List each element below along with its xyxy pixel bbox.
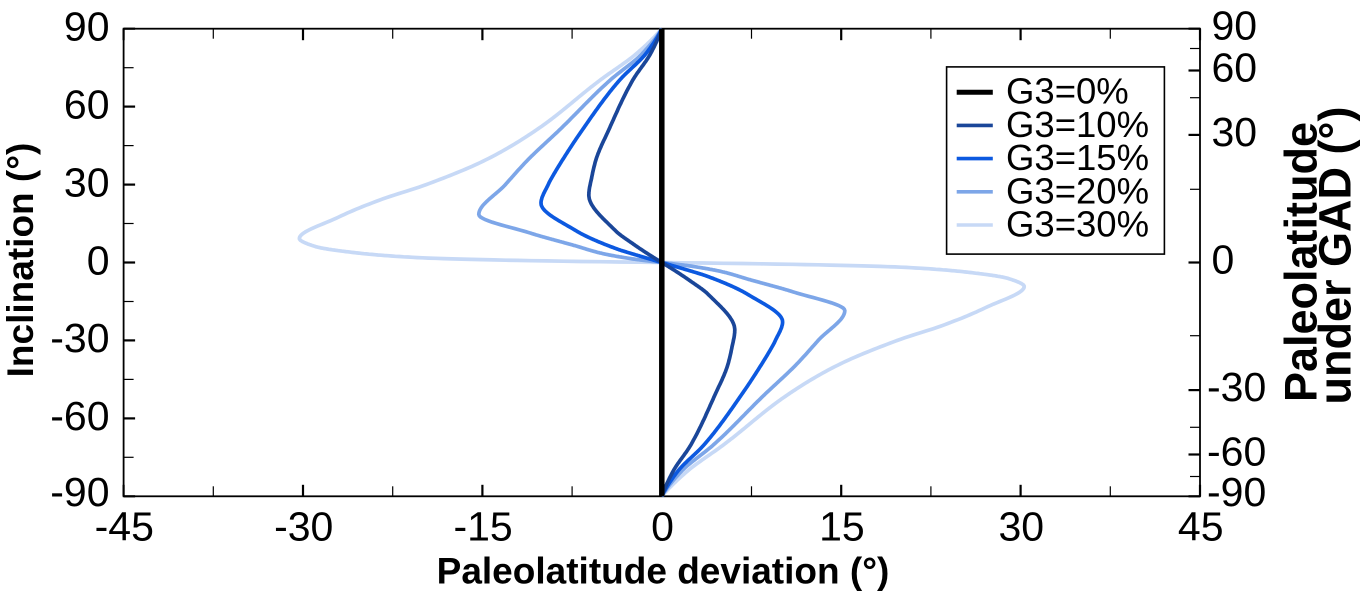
svg-text:-90: -90 bbox=[1207, 469, 1266, 515]
svg-text:30: 30 bbox=[998, 504, 1044, 550]
svg-text:G3=30%: G3=30% bbox=[1006, 204, 1149, 245]
svg-text:60: 60 bbox=[64, 81, 110, 127]
svg-text:15: 15 bbox=[819, 504, 865, 550]
svg-text:45: 45 bbox=[1178, 504, 1224, 550]
svg-text:G3=0%: G3=0% bbox=[1006, 71, 1129, 112]
svg-text:-30: -30 bbox=[274, 504, 333, 550]
svg-text:-30: -30 bbox=[50, 315, 109, 361]
svg-text:0: 0 bbox=[651, 504, 674, 550]
svg-text:G3=10%: G3=10% bbox=[1006, 104, 1149, 145]
svg-text:-30: -30 bbox=[1207, 364, 1266, 410]
svg-text:0: 0 bbox=[1212, 237, 1235, 283]
svg-text:90: 90 bbox=[1212, 3, 1258, 49]
svg-text:-60: -60 bbox=[50, 393, 109, 439]
svg-text:30: 30 bbox=[64, 159, 110, 205]
svg-text:-15: -15 bbox=[453, 504, 512, 550]
svg-text:Paleolatitude deviation (°): Paleolatitude deviation (°) bbox=[437, 551, 890, 592]
svg-text:under GAD (°): under GAD (°) bbox=[1310, 107, 1361, 405]
svg-text:0: 0 bbox=[87, 237, 110, 283]
svg-text:30: 30 bbox=[1212, 109, 1258, 155]
svg-text:-45: -45 bbox=[95, 504, 154, 550]
svg-text:-90: -90 bbox=[50, 469, 109, 515]
svg-text:-60: -60 bbox=[1207, 429, 1266, 475]
svg-text:G3=20%: G3=20% bbox=[1006, 170, 1149, 211]
svg-text:Inclination (°): Inclination (°) bbox=[0, 143, 41, 378]
svg-text:G3=15%: G3=15% bbox=[1006, 137, 1149, 178]
svg-text:60: 60 bbox=[1212, 45, 1258, 91]
svg-text:Paleolatitude: Paleolatitude bbox=[1276, 122, 1327, 402]
svg-text:90: 90 bbox=[64, 4, 110, 50]
